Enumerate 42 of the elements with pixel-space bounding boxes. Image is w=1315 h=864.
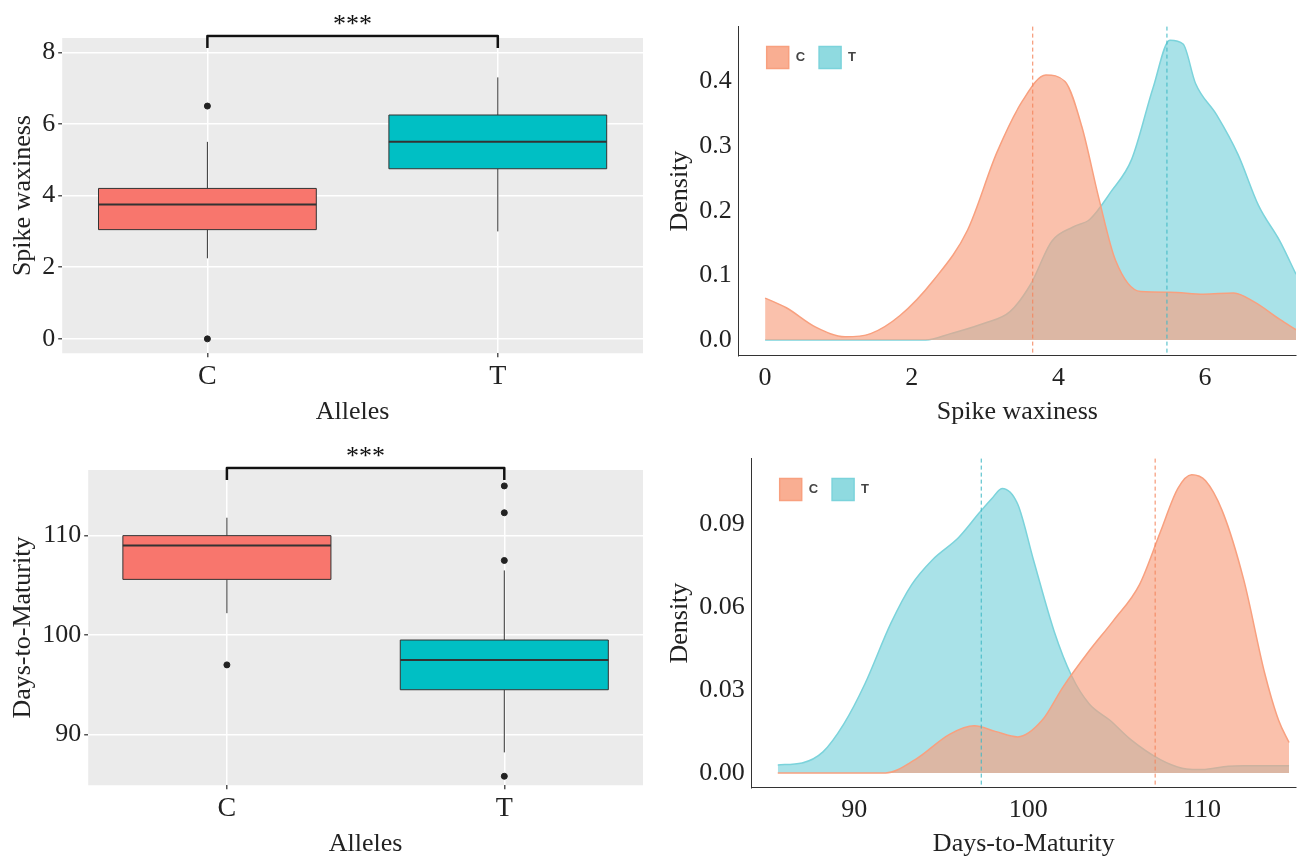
text: *** bbox=[333, 9, 373, 38]
annotation: *** bbox=[346, 441, 386, 470]
x-tick-label: 100 bbox=[1008, 794, 1048, 824]
y-axis-title: Days-to-Maturity bbox=[7, 536, 37, 719]
y-tick-label: 0 bbox=[42, 322, 56, 352]
y-tick-label: 90 bbox=[55, 718, 82, 748]
y-axis-title: Spike waxiness bbox=[7, 115, 37, 277]
y-tick-label: 0.0 bbox=[699, 323, 732, 353]
x-tick-label: T bbox=[489, 359, 507, 391]
x-tick-label: 2 bbox=[905, 362, 919, 392]
y-tick-label: 0.2 bbox=[699, 194, 732, 224]
x-axis-title: Days-to-Maturity bbox=[932, 828, 1115, 858]
y-axis-title: Density bbox=[664, 582, 694, 664]
y-tick-label: 0.09 bbox=[699, 507, 745, 537]
legend-label: C bbox=[808, 481, 819, 497]
x-axis-title: Spike waxiness bbox=[936, 396, 1098, 426]
x-tick-label: 110 bbox=[1183, 794, 1222, 824]
y-axis-title: Density bbox=[664, 150, 694, 232]
y-tick-label: 100 bbox=[42, 618, 82, 648]
legend-label: T bbox=[848, 49, 857, 65]
y-tick-label: 0.4 bbox=[699, 65, 732, 95]
x-tick-label: C bbox=[217, 791, 237, 823]
y-tick-label: 0.03 bbox=[699, 673, 745, 703]
x-tick-label: 0 bbox=[758, 362, 772, 392]
legend-label: T bbox=[861, 481, 870, 497]
y-tick-label: 8 bbox=[42, 36, 56, 66]
x-axis-title: Alleles bbox=[315, 396, 390, 426]
x-tick-label: T bbox=[495, 791, 513, 823]
y-tick-label: 2 bbox=[42, 251, 56, 281]
x-tick-label: 4 bbox=[1051, 362, 1065, 392]
x-tick-label: C bbox=[198, 359, 217, 391]
y-tick-label: 110 bbox=[43, 519, 82, 549]
y-tick-label: 0.06 bbox=[699, 590, 745, 620]
y-tick-label: 0.3 bbox=[699, 130, 732, 160]
x-tick-label: 6 bbox=[1198, 362, 1212, 392]
y-tick-label: 0.1 bbox=[699, 259, 732, 289]
y-tick-label: 0.00 bbox=[699, 756, 745, 786]
x-axis-title: Alleles bbox=[328, 828, 403, 858]
y-tick-label: 4 bbox=[42, 179, 56, 209]
legend-label: C bbox=[795, 49, 806, 65]
x-tick-label: 90 bbox=[841, 794, 868, 824]
y-tick-label: 6 bbox=[42, 107, 56, 137]
